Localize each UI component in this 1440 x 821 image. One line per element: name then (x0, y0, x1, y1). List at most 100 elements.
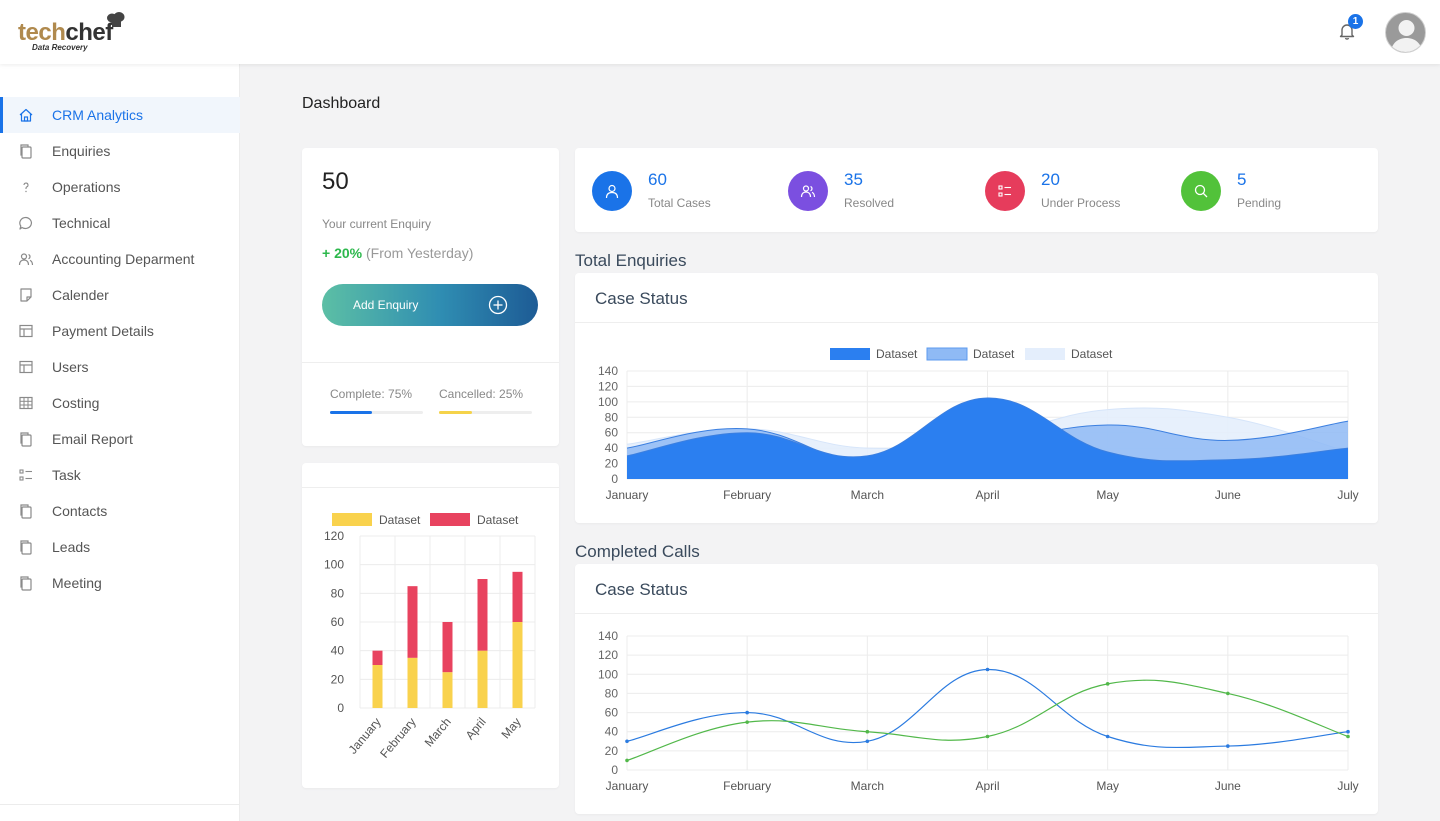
stat-resolved[interactable]: 35 Resolved (788, 170, 978, 212)
sidebar-item-label: Calender (52, 287, 109, 303)
total-enquiries-card: Case Status 0 20 40 60 80 100 120 140 January Feb… (575, 273, 1378, 523)
sidebar-item-costing[interactable]: Costing (0, 385, 240, 421)
list-icon (19, 469, 32, 481)
chat-icon (19, 216, 32, 230)
y-tick-label: 120 (598, 648, 618, 662)
sidebar-item-label: Contacts (52, 503, 108, 519)
enquiry-card: 50 Your current Enquiry + 20% (From Yest… (302, 148, 559, 446)
y-tick-label: 40 (605, 725, 619, 739)
sidebar-item-users[interactable]: Users (0, 349, 240, 385)
brand-name-part1: tech (18, 19, 66, 46)
sidebar-item-meeting[interactable]: Meeting (0, 565, 240, 601)
stat-icon-circle (1181, 171, 1221, 211)
data-point (1105, 682, 1110, 686)
bar (512, 571, 523, 622)
y-tick-label: 120 (598, 379, 618, 393)
copy-icon (20, 540, 32, 555)
x-tick-label: February (723, 779, 771, 793)
stat-total-cases[interactable]: 60 Total Cases (592, 170, 782, 212)
add-enquiry-button[interactable]: Add Enquiry (322, 284, 538, 326)
sidebar-item-email-report[interactable]: Email Report (0, 421, 240, 457)
stat-under-process[interactable]: 20 Under Process (985, 170, 1175, 212)
stat-label: Total Cases (648, 196, 711, 210)
data-point (865, 729, 870, 734)
x-tick-label: June (1215, 779, 1241, 793)
sidebar-divider (0, 804, 240, 805)
legend-label: Dataset (1071, 347, 1113, 361)
sidebar-item-payment-details[interactable]: Payment Details (0, 313, 240, 349)
notification-badge: 1 (1348, 14, 1363, 29)
case-status-title: Case Status (595, 580, 688, 599)
sidebar-nav: CRM Analytics Enquiries Operations Technica… (0, 97, 240, 601)
x-tick-label: February (723, 488, 771, 502)
cancelled-label: Cancelled: 25% (439, 387, 524, 401)
x-tick-label: July (1337, 779, 1358, 793)
sidebar-item-enquiries[interactable]: Enquiries (0, 133, 240, 169)
copy-icon (20, 576, 32, 591)
chart-grid (626, 635, 1349, 771)
case-status-title: Case Status (595, 289, 688, 308)
sidebar-item-label: Payment Details (52, 323, 154, 339)
cancelled-fill (439, 411, 472, 414)
bar (372, 665, 383, 708)
y-tick-label: 120 (324, 529, 344, 543)
bar (407, 657, 418, 708)
question-icon (23, 182, 29, 193)
sidebar-item-label: Technical (52, 215, 111, 231)
complete-fill (330, 411, 372, 414)
avatar[interactable] (1385, 12, 1426, 53)
stat-value: 35 (844, 170, 863, 189)
enquiry-value: 50 (322, 168, 349, 195)
sidebar-item-technical[interactable]: Technical (0, 205, 240, 241)
completed-calls-card: Case Status 0 20 40 60 80 100 120 140 January Feb… (575, 564, 1378, 814)
y-tick-label: 0 (337, 701, 344, 715)
stats-card: 60 Total Cases 35 Resolved 20 Under Process 5 P… (575, 148, 1378, 232)
y-tick-label: 140 (598, 629, 618, 643)
sidebar-item-crm-analytics[interactable]: CRM Analytics (0, 97, 240, 133)
x-tick-label: June (1215, 488, 1241, 502)
x-tick-label: May (1096, 488, 1119, 502)
sidebar-item-contacts[interactable]: Contacts (0, 493, 240, 529)
y-tick-label: 40 (331, 644, 345, 658)
complete-track (330, 411, 423, 414)
x-tick-label: March (851, 488, 884, 502)
sidebar-item-calender[interactable]: Calender (0, 277, 240, 313)
list-icon (998, 185, 1011, 197)
cancelled-track (439, 411, 532, 414)
grid-icon (19, 396, 33, 410)
enquiry-change-percent: + 20% (322, 245, 363, 261)
search-icon (1194, 184, 1208, 198)
sidebar-item-operations[interactable]: Operations (0, 169, 240, 205)
stat-label: Under Process (1041, 196, 1121, 210)
brand-name: techchef (18, 20, 113, 46)
enquiry-label: Your current Enquiry (322, 217, 431, 231)
y-tick-label: 60 (605, 426, 619, 440)
legend-swatch (830, 348, 870, 360)
legend-swatch (430, 513, 470, 526)
stat-value: 5 (1237, 170, 1247, 189)
data-point (985, 667, 990, 672)
x-tick-label: July (1337, 488, 1358, 502)
plus-circle-icon (488, 295, 508, 315)
home-icon (19, 108, 33, 122)
data-point (745, 720, 749, 724)
x-tick-label: March (851, 779, 884, 793)
legend-label: Dataset (876, 347, 918, 361)
x-tick-label: May (499, 715, 524, 741)
brand-logo[interactable]: techchef Data Recovery (18, 10, 138, 54)
sidebar-item-accounting-deparment[interactable]: Accounting Deparment (0, 241, 240, 277)
brand-tagline: Data Recovery (32, 43, 88, 52)
y-tick-label: 40 (605, 441, 619, 455)
legend-swatch (332, 513, 372, 526)
layout-icon (19, 360, 33, 374)
stat-pending[interactable]: 5 Pending (1181, 170, 1371, 212)
sidebar-item-task[interactable]: Task (0, 457, 240, 493)
sidebar-item-label: Leads (52, 539, 91, 555)
sidebar-item-leads[interactable]: Leads (0, 529, 240, 565)
sidebar-item-label: Enquiries (52, 143, 111, 159)
users-icon (800, 185, 816, 198)
y-tick-label: 0 (611, 472, 618, 486)
stat-value: 20 (1041, 170, 1060, 189)
sidebar-item-label: Meeting (52, 575, 102, 591)
page-title: Dashboard (302, 95, 381, 112)
